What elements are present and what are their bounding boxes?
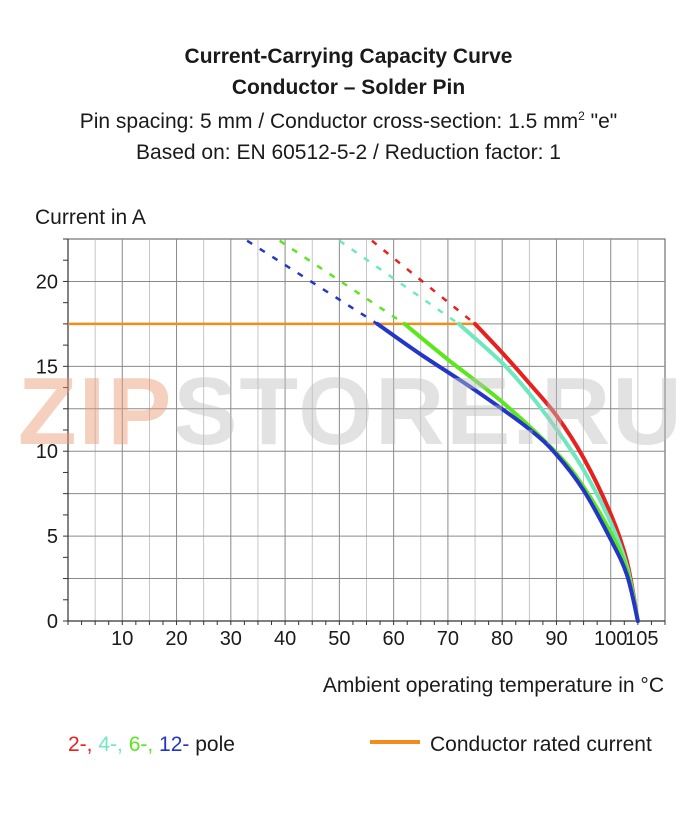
x-tick-label: 70 (437, 628, 459, 650)
x-tick-label: 105 (625, 628, 658, 650)
series-dashed-6-pole (278, 239, 406, 325)
y-tick-label: 10 (36, 441, 58, 463)
x-tick-label: 30 (220, 628, 242, 650)
legend-pole-suffix: pole (189, 733, 235, 756)
y-tick-label: 15 (36, 356, 58, 378)
x-tick-label: 100 (594, 628, 627, 650)
spec-superscript: 2 (578, 109, 585, 123)
chart-subtitle: Conductor – Solder Pin (231, 76, 466, 99)
x-axis-label: Ambient operating temperature in °C (323, 674, 664, 697)
y-tick-label: 0 (47, 611, 58, 633)
series-line-12-pole (375, 321, 640, 623)
x-tick-label: 90 (545, 628, 567, 650)
chart-basis-line: Based on: EN 60512-5-2 / Reduction facto… (136, 141, 561, 164)
legend-poles: 2-, 4-, 6-, 12- pole (68, 733, 235, 757)
x-tick-label: 10 (111, 628, 133, 650)
x-tick-label: 50 (328, 628, 350, 650)
legend-pole-4: 4-, (92, 733, 123, 756)
x-tick-label: 20 (165, 628, 187, 650)
legend-rated-label: Conductor rated current (430, 733, 652, 756)
legend-rated: Conductor rated current (370, 733, 652, 757)
chart-title: Current-Carrying Capacity Curve (184, 45, 513, 68)
x-tick-label: 60 (383, 628, 405, 650)
x-tick-label: 80 (491, 628, 513, 650)
spec-suffix: "e" (584, 110, 618, 133)
chart-spec-line: Pin spacing: 5 mm / Conductor cross-sect… (0, 109, 697, 134)
series-dashed-2-pole (371, 239, 476, 325)
y-axis-label: Current in A (35, 206, 146, 229)
x-tick-label: 40 (274, 628, 296, 650)
series-dashed-12-pole (246, 239, 379, 325)
legend-rated-swatch (370, 740, 420, 745)
series-dashed-4-pole (338, 239, 460, 325)
spec-text: Pin spacing: 5 mm / Conductor cross-sect… (79, 110, 579, 133)
y-tick-label: 20 (36, 271, 58, 293)
legend-pole-6: 6-, (122, 733, 154, 756)
legend-pole-2: 2-, (68, 733, 93, 756)
y-tick-label: 5 (47, 526, 58, 548)
legend-pole-12: 12- (153, 733, 190, 756)
